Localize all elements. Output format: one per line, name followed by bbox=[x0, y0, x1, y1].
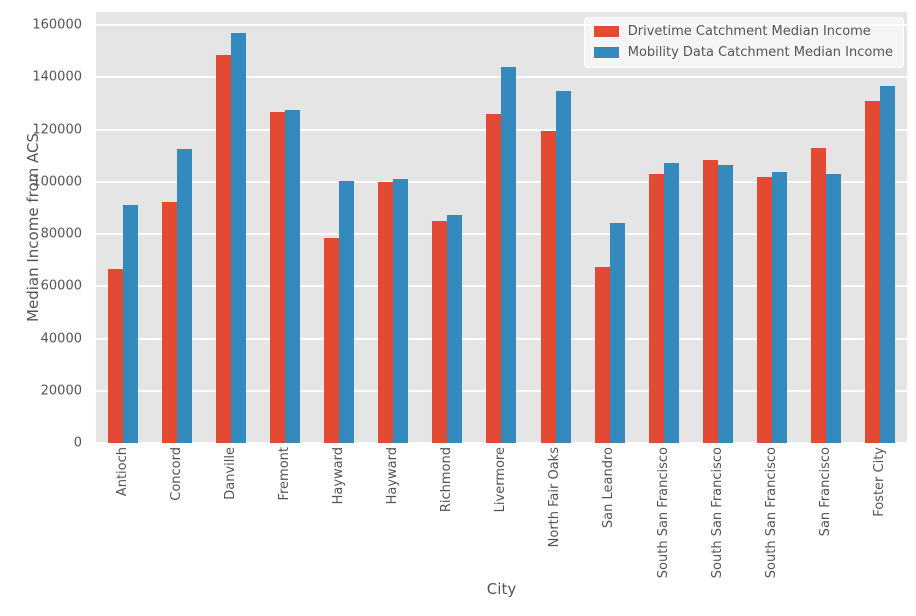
x-tick-cell-0: Antioch bbox=[96, 447, 150, 578]
bar-group-9 bbox=[583, 12, 637, 443]
y-tick-label: 80000 bbox=[40, 226, 82, 242]
bar-mobility-4 bbox=[339, 180, 355, 443]
legend: Drivetime Catchment Median Income Mobili… bbox=[583, 17, 904, 68]
y-tick-label: 160000 bbox=[32, 17, 82, 33]
bar-drivetime-1 bbox=[162, 202, 178, 443]
x-tick-label: Hayward bbox=[331, 447, 347, 505]
x-tick-label: South San Francisco bbox=[709, 447, 725, 579]
bar-group-1 bbox=[150, 12, 204, 443]
bar-mobility-10 bbox=[663, 162, 679, 443]
bar-mobility-6 bbox=[447, 214, 463, 443]
x-tick-cell-14: Foster City bbox=[853, 447, 907, 578]
bar-group-2 bbox=[204, 12, 258, 443]
x-tick-cell-1: Concord bbox=[150, 447, 204, 578]
gridline bbox=[96, 442, 907, 444]
bar-drivetime-6 bbox=[432, 221, 448, 443]
y-tick-label: 0 bbox=[73, 435, 82, 451]
bar-mobility-3 bbox=[285, 110, 301, 443]
bar-group-13 bbox=[799, 12, 853, 443]
y-tick-label: 40000 bbox=[40, 331, 82, 347]
bar-drivetime-5 bbox=[378, 182, 394, 443]
x-tick-label: San Leandro bbox=[601, 447, 617, 529]
bar-group-6 bbox=[420, 12, 474, 443]
bar-mobility-14 bbox=[879, 85, 895, 443]
y-tick-label: 100000 bbox=[32, 174, 82, 190]
bar-mobility-1 bbox=[177, 148, 193, 443]
bar-mobility-9 bbox=[609, 222, 625, 443]
bar-mobility-0 bbox=[123, 205, 139, 443]
x-tick-cell-2: Danville bbox=[204, 447, 258, 578]
x-tick-cell-12: South San Francisco bbox=[745, 447, 799, 578]
bar-mobility-13 bbox=[825, 174, 841, 443]
bar-group-0 bbox=[96, 12, 150, 443]
x-tick-label: Fremont bbox=[277, 447, 293, 501]
bar-mobility-12 bbox=[771, 171, 787, 443]
legend-label-mobility: Mobility Data Catchment Median Income bbox=[627, 45, 893, 60]
bar-group-5 bbox=[366, 12, 420, 443]
x-tick-label: South San Francisco bbox=[655, 447, 671, 579]
bar-drivetime-9 bbox=[594, 266, 610, 443]
bar-drivetime-7 bbox=[486, 114, 502, 443]
bar-group-8 bbox=[529, 12, 583, 443]
x-tick-cell-13: San Francisco bbox=[799, 447, 853, 578]
bar-mobility-8 bbox=[555, 90, 571, 443]
x-tick-cell-7: Livermore bbox=[474, 447, 528, 578]
bar-drivetime-3 bbox=[270, 112, 286, 443]
bar-drivetime-13 bbox=[810, 148, 826, 443]
bar-group-11 bbox=[691, 12, 745, 443]
legend-row: Mobility Data Catchment Median Income bbox=[593, 43, 893, 62]
x-axis-label: City bbox=[486, 580, 517, 598]
y-tick-label: 140000 bbox=[32, 69, 82, 85]
bar-group-7 bbox=[474, 12, 528, 443]
x-tick-cell-6: Richmond bbox=[420, 447, 474, 578]
x-tick-label: North Fair Oaks bbox=[547, 447, 563, 548]
x-tick-cell-11: South San Francisco bbox=[691, 447, 745, 578]
bar-drivetime-4 bbox=[324, 237, 340, 443]
legend-swatch-drivetime bbox=[593, 26, 619, 37]
bar-mobility-2 bbox=[231, 32, 247, 443]
bar-mobility-5 bbox=[393, 179, 409, 443]
x-axis-ticks: Antioch Concord Danville Fremont Hayward Hayw… bbox=[96, 447, 907, 578]
y-tick-label: 60000 bbox=[40, 278, 82, 294]
x-tick-label: Foster City bbox=[871, 447, 887, 517]
x-tick-cell-3: Fremont bbox=[258, 447, 312, 578]
bar-drivetime-0 bbox=[108, 269, 124, 443]
x-tick-label: Hayward bbox=[385, 447, 401, 505]
x-tick-cell-10: South San Francisco bbox=[637, 447, 691, 578]
x-tick-cell-4: Hayward bbox=[312, 447, 366, 578]
bar-group-10 bbox=[637, 12, 691, 443]
x-tick-cell-5: Hayward bbox=[366, 447, 420, 578]
legend-swatch-mobility bbox=[593, 47, 619, 58]
y-tick-label: 20000 bbox=[40, 383, 82, 399]
bar-mobility-11 bbox=[717, 164, 733, 443]
bar-group-3 bbox=[258, 12, 312, 443]
bar-mobility-7 bbox=[501, 67, 517, 443]
x-tick-label: South San Francisco bbox=[763, 447, 779, 579]
x-tick-label: Richmond bbox=[439, 447, 455, 513]
x-tick-label: Danville bbox=[223, 447, 239, 500]
bar-group-12 bbox=[745, 12, 799, 443]
bar-group-14 bbox=[853, 12, 907, 443]
bar-group-4 bbox=[312, 12, 366, 443]
x-tick-label: Antioch bbox=[114, 447, 130, 497]
legend-row: Drivetime Catchment Median Income bbox=[593, 22, 893, 41]
bar-groups bbox=[96, 12, 907, 443]
bar-drivetime-10 bbox=[648, 173, 664, 443]
plot-area: Drivetime Catchment Median Income Mobili… bbox=[96, 12, 907, 444]
bar-drivetime-2 bbox=[216, 55, 232, 443]
legend-label-drivetime: Drivetime Catchment Median Income bbox=[627, 24, 871, 39]
x-tick-label: Livermore bbox=[493, 447, 509, 513]
bar-drivetime-14 bbox=[864, 101, 880, 443]
bar-drivetime-12 bbox=[756, 176, 772, 443]
x-tick-label: Concord bbox=[168, 447, 184, 501]
x-tick-label: San Francisco bbox=[817, 447, 833, 537]
x-tick-cell-9: San Leandro bbox=[583, 447, 637, 578]
x-tick-cell-8: North Fair Oaks bbox=[529, 447, 583, 578]
y-tick-label: 120000 bbox=[32, 122, 82, 138]
bar-drivetime-11 bbox=[702, 159, 718, 443]
y-axis-ticks: 0 20000 40000 60000 80000 100000 120000 140000 1… bbox=[0, 12, 90, 451]
bar-drivetime-8 bbox=[540, 131, 556, 443]
gridline bbox=[96, 24, 907, 27]
